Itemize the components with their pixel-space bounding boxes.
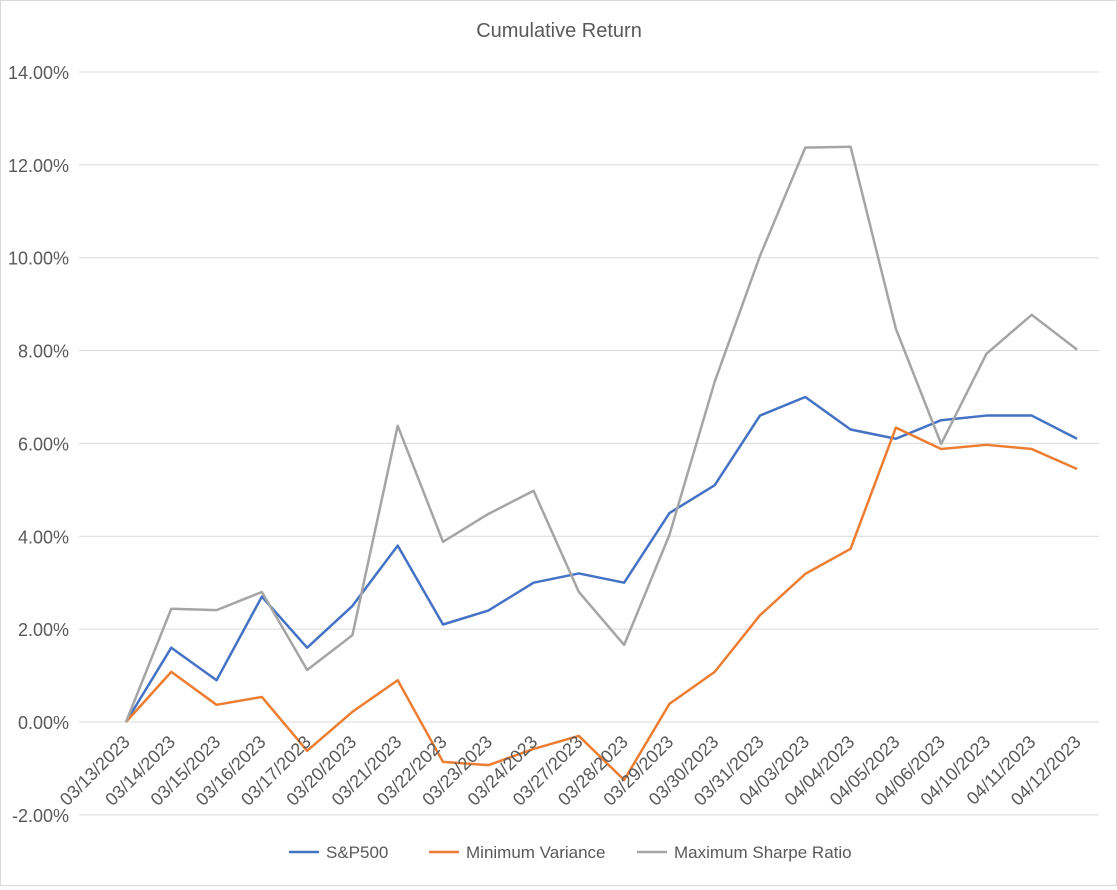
y-tick-label: 14.00% (8, 63, 69, 83)
y-tick-label: 0.00% (18, 713, 69, 733)
y-tick-label: 10.00% (8, 249, 69, 269)
y-tick-label: 4.00% (18, 527, 69, 547)
legend-label: S&P500 (326, 843, 388, 862)
y-tick-label: 8.00% (18, 342, 69, 362)
y-tick-label: 2.00% (18, 620, 69, 640)
legend-item: Maximum Sharpe Ratio (637, 843, 852, 862)
series-line-maximum-sharpe-ratio (124, 145, 1078, 723)
series-line-s-p500 (124, 395, 1078, 723)
legend-item: Minimum Variance (429, 843, 606, 862)
series-line-minimum-variance (125, 426, 1078, 782)
y-tick-label: 6.00% (18, 434, 69, 454)
chart-title: Cumulative Return (476, 20, 642, 42)
legend-label: Minimum Variance (466, 843, 606, 862)
y-tick-label: 12.00% (8, 156, 69, 176)
y-tick-label: -2.00% (12, 806, 69, 826)
legend-label: Maximum Sharpe Ratio (674, 843, 852, 862)
legend-item: S&P500 (289, 843, 388, 862)
